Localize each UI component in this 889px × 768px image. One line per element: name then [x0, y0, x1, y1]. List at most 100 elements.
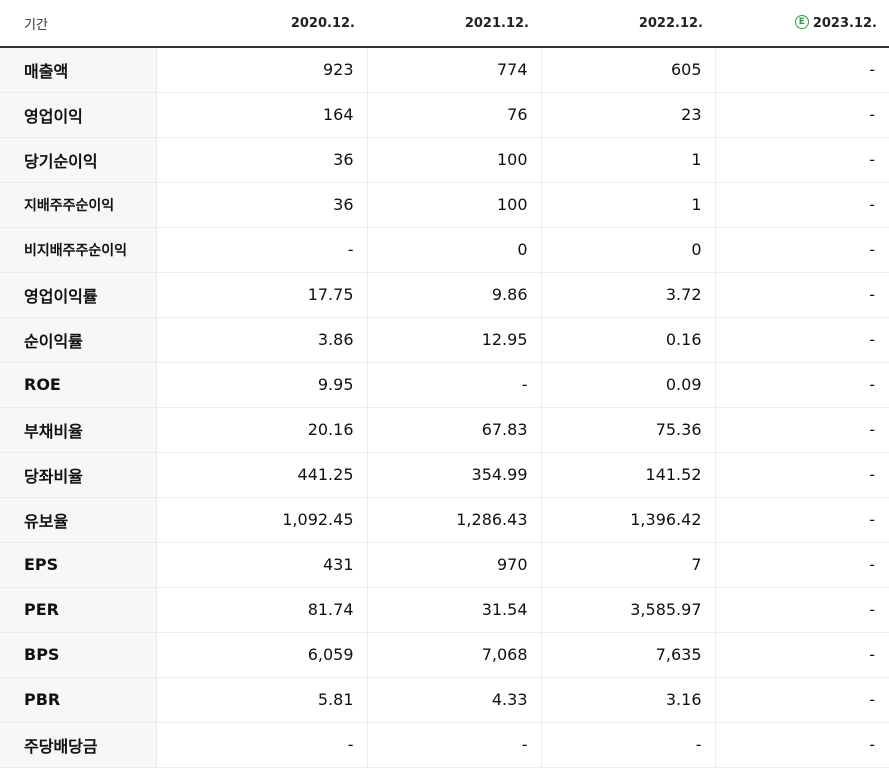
cell: 0	[541, 227, 716, 273]
table-row: 순이익률 3.86 12.95 0.16-	[0, 317, 889, 363]
cell: -	[715, 227, 889, 273]
table-row: 부채비율 20.16 67.83 75.36-	[0, 406, 889, 453]
period-2023-estimate: E 2023.12.	[715, 0, 889, 48]
table-row: 영업이익률 17.75 9.86 3.72-	[0, 271, 889, 318]
cell: 12.95	[367, 317, 542, 363]
cell: 75.36	[541, 406, 716, 453]
cell: -	[715, 497, 889, 543]
table-row: ROE 9.95-0.09-	[0, 362, 889, 408]
cell: 970	[367, 541, 542, 588]
table-row: 주당배당금 - - - -	[0, 721, 889, 768]
table-row: EPS 431 970 7-	[0, 541, 889, 588]
cell: 0.09	[541, 362, 716, 408]
cell: -	[715, 541, 889, 588]
cell: -	[715, 362, 889, 408]
cell: -	[715, 271, 889, 318]
period-label: 기간	[0, 0, 156, 48]
estimate-icon: E	[794, 15, 809, 29]
table-row: 지배주주순이익 36 100 1-	[0, 182, 889, 228]
cell: 7,635	[541, 632, 716, 678]
cell: 100	[367, 137, 542, 183]
cell: -	[715, 677, 889, 723]
cell: 5.81	[156, 677, 368, 723]
cell: 3.86	[156, 317, 368, 363]
table-row: 당좌비율 441.25 354.99 141.52-	[0, 452, 889, 498]
cell: -	[715, 721, 889, 768]
table-row: PBR 5.81 4.33 3.16-	[0, 677, 889, 723]
cell: 774	[367, 47, 542, 93]
table-row: 영업이익 164 76 23-	[0, 92, 889, 138]
cell: 17.75	[156, 271, 368, 318]
cell: -	[715, 406, 889, 453]
row-label: BPS	[0, 632, 157, 678]
row-label: 주당배당금	[0, 721, 157, 768]
cell: 4.33	[367, 677, 542, 723]
row-label: ROE	[0, 362, 157, 408]
cell: -	[715, 92, 889, 138]
table-row: BPS 6,059 7,068 7,635-	[0, 632, 889, 678]
row-label: EPS	[0, 541, 157, 588]
cell: 36	[156, 137, 368, 183]
row-label: 부채비율	[0, 406, 157, 453]
cell: -	[715, 137, 889, 183]
row-label: 비지배주주순이익	[0, 227, 157, 273]
cell: -	[715, 182, 889, 228]
cell: 23	[541, 92, 716, 138]
cell: 141.52	[541, 452, 716, 498]
cell: 9.86	[367, 271, 542, 318]
cell: -	[367, 362, 542, 408]
cell: 76	[367, 92, 542, 138]
cell: 431	[156, 541, 368, 588]
cell: 31.54	[367, 587, 542, 633]
row-label: 당좌비율	[0, 452, 157, 498]
cell: -	[715, 587, 889, 633]
cell: -	[156, 227, 368, 273]
row-label: 순이익률	[0, 317, 157, 363]
row-label: 영업이익	[0, 92, 157, 138]
cell: 0.16	[541, 317, 716, 363]
cell: 3.16	[541, 677, 716, 723]
table-row: 매출액 923 774 605-	[0, 47, 889, 93]
cell: 1,286.43	[367, 497, 542, 543]
row-label: 유보율	[0, 497, 157, 543]
table-row: 비지배주주순이익 -0 0-	[0, 227, 889, 273]
row-label: 당기순이익	[0, 137, 157, 183]
cell: -	[156, 721, 368, 768]
cell: 164	[156, 92, 368, 138]
cell: 36	[156, 182, 368, 228]
cell: 354.99	[367, 452, 542, 498]
cell: -	[367, 721, 542, 768]
row-label: PER	[0, 587, 157, 633]
cell: -	[715, 632, 889, 678]
cell: 81.74	[156, 587, 368, 633]
cell: 3,585.97	[541, 587, 716, 633]
table-row: 당기순이익 36 100 1-	[0, 137, 889, 183]
cell: 9.95	[156, 362, 368, 408]
cell: 1	[541, 137, 716, 183]
table-row: PER 81.74 31.54 3,585.97-	[0, 587, 889, 633]
period-2023-label: 2023.12.	[812, 15, 877, 31]
cell: 7,068	[367, 632, 542, 678]
period-2022: 2022.12.	[541, 0, 715, 48]
cell: 1,396.42	[541, 497, 716, 543]
cell: 441.25	[156, 452, 368, 498]
cell: 6,059	[156, 632, 368, 678]
cell: 1,092.45	[156, 497, 368, 543]
cell: 923	[156, 47, 368, 93]
cell: 0	[367, 227, 542, 273]
cell: -	[715, 317, 889, 363]
cell: 20.16	[156, 406, 368, 453]
period-2021: 2021.12.	[367, 0, 541, 48]
cell: -	[541, 721, 716, 768]
cell: 100	[367, 182, 542, 228]
cell: -	[715, 47, 889, 93]
row-label: 영업이익률	[0, 271, 157, 318]
cell: 605	[541, 47, 716, 93]
cell: 3.72	[541, 271, 716, 318]
cell: 7	[541, 541, 716, 588]
cell: 1	[541, 182, 716, 228]
period-2020: 2020.12.	[156, 0, 367, 48]
header-row: 기간 2020.12. 2021.12. 2022.12. E 2023.12.	[0, 0, 889, 48]
cell: 67.83	[367, 406, 542, 453]
